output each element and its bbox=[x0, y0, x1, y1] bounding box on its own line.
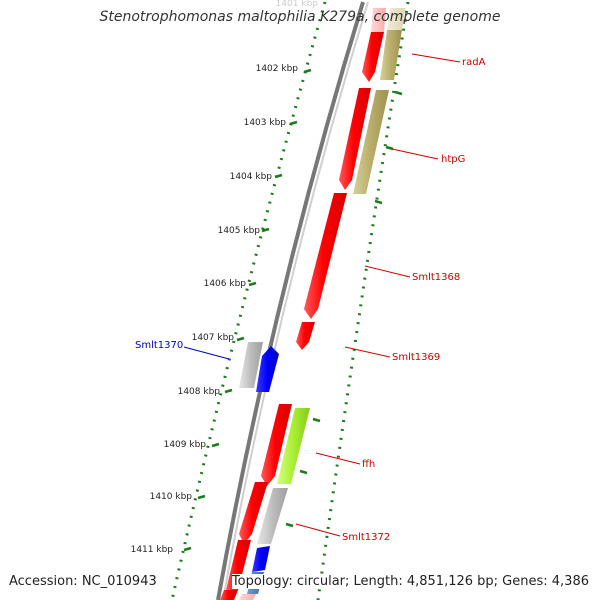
scale-tick: 1403 kbp bbox=[244, 118, 394, 151]
scale-tick: 1405 kbp bbox=[218, 226, 270, 236]
cds-feature-ffh bbox=[277, 408, 310, 484]
gene-label-Smlt1368: Smlt1368 bbox=[412, 272, 460, 283]
gene-feature-pale bbox=[371, 8, 386, 32]
scale-ticks: 1402 kbp 1403 kbp 1404 kbp 1405 kbp 1406… bbox=[131, 64, 403, 555]
tick-label: 1407 kbp bbox=[192, 333, 235, 343]
tick-label: 1410 kbp bbox=[150, 492, 193, 502]
gene-label-radA: radA bbox=[462, 57, 486, 68]
accession-label: Accession: NC_010943 bbox=[9, 574, 157, 589]
scale-tick: 1411 kbp bbox=[131, 522, 294, 555]
tick-label: 1402 kbp bbox=[256, 64, 299, 74]
scale-line-inner bbox=[170, 1, 327, 600]
tick-label-partial: 1401 kbp bbox=[276, 0, 319, 9]
gene-features bbox=[220, 8, 405, 600]
tick-label: 1406 kbp bbox=[204, 279, 247, 289]
tick-label: 1404 kbp bbox=[230, 172, 273, 182]
cds-feature-radA bbox=[380, 30, 402, 80]
tick-label: 1408 kbp bbox=[178, 387, 221, 397]
gene-label-Smlt1372: Smlt1372 bbox=[342, 532, 390, 543]
tick-label: 1409 kbp bbox=[164, 440, 207, 450]
scale-tick: 1406 kbp bbox=[204, 279, 257, 289]
cds-feature-Smlt1372 bbox=[257, 488, 288, 544]
gene-feature-Smlt1372 bbox=[239, 482, 268, 544]
scale-tick: 1407 kbp bbox=[192, 333, 245, 343]
tick-label: 1405 kbp bbox=[218, 226, 261, 236]
tick-label: 1403 kbp bbox=[244, 118, 287, 128]
gene-feature-bottom bbox=[220, 590, 238, 600]
gene-label-Smlt1370: Smlt1370 bbox=[135, 340, 183, 351]
tick-label: 1411 kbp bbox=[131, 545, 174, 555]
backbone-track-highlight bbox=[222, 1, 369, 600]
cds-feature-htpG bbox=[353, 90, 389, 194]
scale-tick: 1408 kbp bbox=[178, 387, 233, 397]
gene-labels: radA htpG Smlt1368 Smlt1369 Smlt1370 ffh… bbox=[135, 57, 486, 543]
map-title: Stenotrophomonas maltophilia K279a, comp… bbox=[99, 9, 501, 25]
gene-label-Smlt1369: Smlt1369 bbox=[392, 352, 440, 363]
cds-feature-partial bbox=[252, 546, 270, 572]
gene-feature-radA bbox=[362, 32, 384, 82]
gene-label-htpG: htpG bbox=[441, 154, 465, 165]
scale-tick: 1410 kbp bbox=[150, 469, 308, 502]
cds-feature-pale bbox=[387, 8, 405, 30]
topology-label: Topology: circular; Length: 4,851,126 bp… bbox=[231, 574, 589, 589]
scale-tick: 1404 kbp bbox=[230, 172, 383, 205]
gene-feature-Smlt1370 bbox=[256, 346, 279, 392]
gene-feature-ffh bbox=[261, 404, 292, 486]
gene-feature-bottom-pale bbox=[239, 594, 256, 600]
gene-label-ffh: ffh bbox=[362, 459, 375, 470]
gene-feature-htpG bbox=[339, 88, 371, 190]
gene-feature-Smlt1369 bbox=[296, 322, 315, 350]
label-leaders bbox=[183, 53, 461, 537]
cds-feature-Smlt1370 bbox=[239, 342, 263, 388]
backbone-track bbox=[216, 1, 365, 600]
gene-feature-Smlt1368 bbox=[304, 193, 347, 319]
scale-tick: 1402 kbp bbox=[256, 64, 403, 96]
scale-tick: 1409 kbp bbox=[164, 417, 321, 450]
